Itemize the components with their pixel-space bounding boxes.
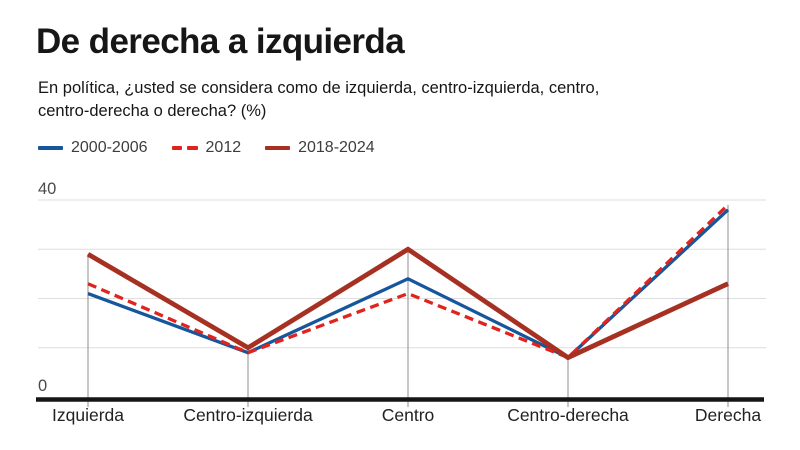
- legend-item-2012: 2012: [171, 139, 242, 157]
- subtitle-line-2: centro-derecha o derecha? (%): [38, 102, 267, 121]
- legend-swatch-dashed: [171, 145, 198, 151]
- x-axis-label-centro-derecha: Centro-derecha: [507, 405, 629, 425]
- legend-swatch-solid: [265, 145, 291, 151]
- legend-label: 2000-2006: [71, 139, 148, 156]
- legend-item-2018-2024: 2018-2024: [265, 139, 375, 157]
- page-title: De derecha a izquierda: [36, 22, 405, 61]
- x-axis-label-centro: Centro: [382, 405, 435, 425]
- x-axis-label-derecha: Derecha: [695, 405, 761, 425]
- x-axis-label-izquierda: Izquierda: [52, 405, 124, 425]
- legend-label: 2018-2024: [298, 139, 375, 156]
- y-axis-label-40: 40: [38, 180, 56, 198]
- chart-subtitle: En política, ¿usted se considera como de…: [38, 77, 599, 123]
- y-axis-label-0: 0: [38, 377, 47, 395]
- series-line-2012: [87, 203, 730, 360]
- x-axis-label-centro-izquierda: Centro-izquierda: [183, 405, 313, 425]
- subtitle-line-1: En política, ¿usted se considera como de…: [38, 79, 600, 97]
- chart-legend: 2000-2006 2012 2018-2024: [38, 139, 375, 157]
- series-line-2000-2006: [87, 208, 730, 360]
- series-line-2018-2024: [86, 246, 730, 361]
- legend-swatch-solid: [38, 145, 63, 151]
- legend-item-2000-2006: 2000-2006: [38, 139, 148, 157]
- line-chart: 0 40 Izquierda Centro-izquierda Centro Centro…: [36, 180, 766, 425]
- legend-label: 2012: [205, 139, 242, 156]
